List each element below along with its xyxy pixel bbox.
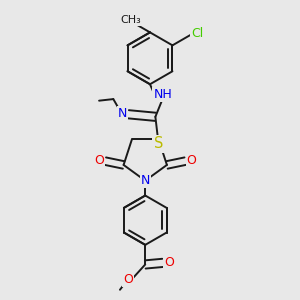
Text: CH₃: CH₃ xyxy=(120,15,141,25)
Text: O: O xyxy=(187,154,196,167)
Text: O: O xyxy=(164,256,174,269)
Text: NH: NH xyxy=(153,88,172,101)
Text: N: N xyxy=(118,107,128,120)
Text: O: O xyxy=(94,154,104,167)
Text: Cl: Cl xyxy=(191,27,203,40)
Text: O: O xyxy=(123,273,133,286)
Text: N: N xyxy=(141,174,150,187)
Text: S: S xyxy=(154,136,163,152)
